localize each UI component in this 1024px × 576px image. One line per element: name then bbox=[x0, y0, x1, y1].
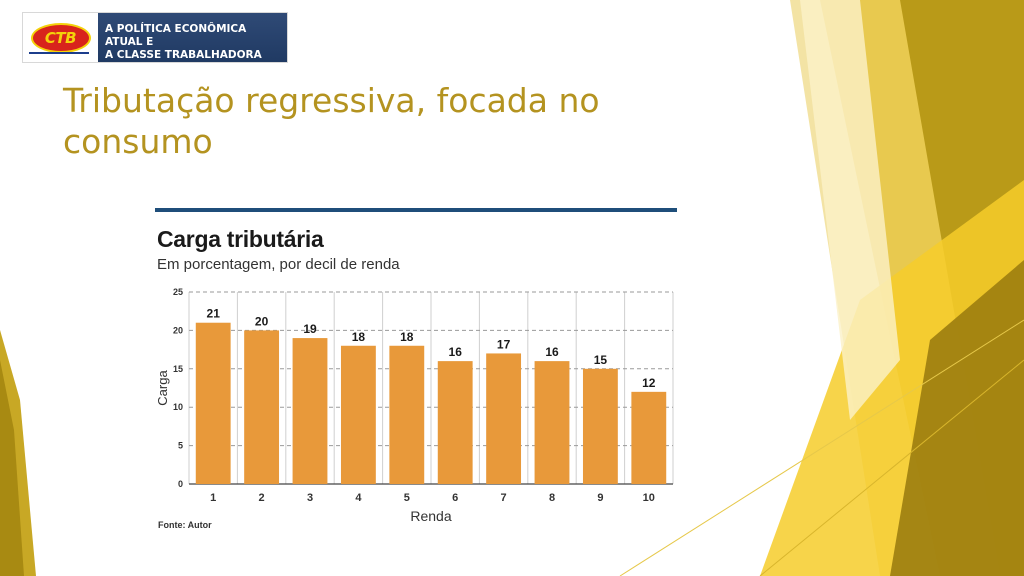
banner-line-1: A POLÍTICA ECONÔMICA ATUAL E bbox=[105, 23, 287, 49]
bar-decile-9 bbox=[583, 369, 618, 484]
bar-value-label: 21 bbox=[207, 307, 221, 321]
bar-value-label: 16 bbox=[545, 345, 559, 359]
bar-value-label: 17 bbox=[497, 337, 511, 351]
bar-value-label: 19 bbox=[303, 322, 317, 336]
x-tick-label: 5 bbox=[404, 492, 410, 504]
bar-decile-2 bbox=[244, 330, 279, 484]
y-axis-label: Carga bbox=[155, 370, 170, 406]
y-tick-label: 15 bbox=[173, 364, 183, 374]
x-tick-label: 6 bbox=[452, 492, 458, 504]
x-tick-label: 9 bbox=[597, 492, 603, 504]
y-tick-label: 5 bbox=[178, 441, 183, 451]
header-banner: CTB A POLÍTICA ECONÔMICA ATUAL E A CLASS… bbox=[22, 12, 288, 63]
banner-text: A POLÍTICA ECONÔMICA ATUAL E A CLASSE TR… bbox=[98, 13, 287, 62]
x-axis-label: Renda bbox=[410, 508, 451, 524]
bar-value-label: 18 bbox=[352, 330, 366, 344]
x-tick-label: 10 bbox=[643, 492, 655, 504]
bar-decile-7 bbox=[486, 353, 521, 484]
chart-source: Fonte: Autor bbox=[158, 520, 212, 530]
x-tick-label: 8 bbox=[549, 492, 555, 504]
bar-decile-8 bbox=[535, 361, 570, 484]
ctb-logo-mark: CTB bbox=[31, 23, 91, 53]
bar-decile-5 bbox=[389, 346, 424, 484]
bar-value-label: 20 bbox=[255, 314, 269, 328]
y-tick-label: 20 bbox=[173, 325, 183, 335]
bar-chart: 0 5 10 15 20 25 Carga 21 1 20 2 19 3 18 4 18 5 16 6 17 7 16 8 1… bbox=[155, 212, 677, 538]
ctb-logo: CTB bbox=[23, 13, 98, 62]
slide-title: Tributação regressiva, focada no consumo bbox=[63, 80, 683, 162]
banner-line-2: A CLASSE TRABALHADORA bbox=[105, 49, 287, 62]
bar-value-label: 18 bbox=[400, 330, 414, 344]
logo-tagline-decoration bbox=[29, 52, 89, 60]
x-tick-label: 1 bbox=[210, 492, 216, 504]
y-tick-label: 10 bbox=[173, 402, 183, 412]
x-tick-label: 7 bbox=[501, 492, 507, 504]
bar-decile-6 bbox=[438, 361, 473, 484]
bar-value-label: 12 bbox=[642, 376, 656, 390]
bar-value-label: 16 bbox=[449, 345, 463, 359]
bar-decile-3 bbox=[293, 338, 328, 484]
bar-value-label: 15 bbox=[594, 353, 608, 367]
bar-decile-4 bbox=[341, 346, 376, 484]
y-tick-label: 25 bbox=[173, 287, 183, 297]
bar-decile-10 bbox=[631, 392, 666, 484]
x-tick-label: 3 bbox=[307, 492, 313, 504]
chart-figure: Carga tributária Em porcentagem, por dec… bbox=[155, 208, 677, 534]
bar-decile-1 bbox=[196, 323, 231, 484]
y-tick-label: 0 bbox=[178, 479, 183, 489]
x-tick-label: 4 bbox=[355, 492, 362, 504]
x-tick-label: 2 bbox=[259, 492, 265, 504]
